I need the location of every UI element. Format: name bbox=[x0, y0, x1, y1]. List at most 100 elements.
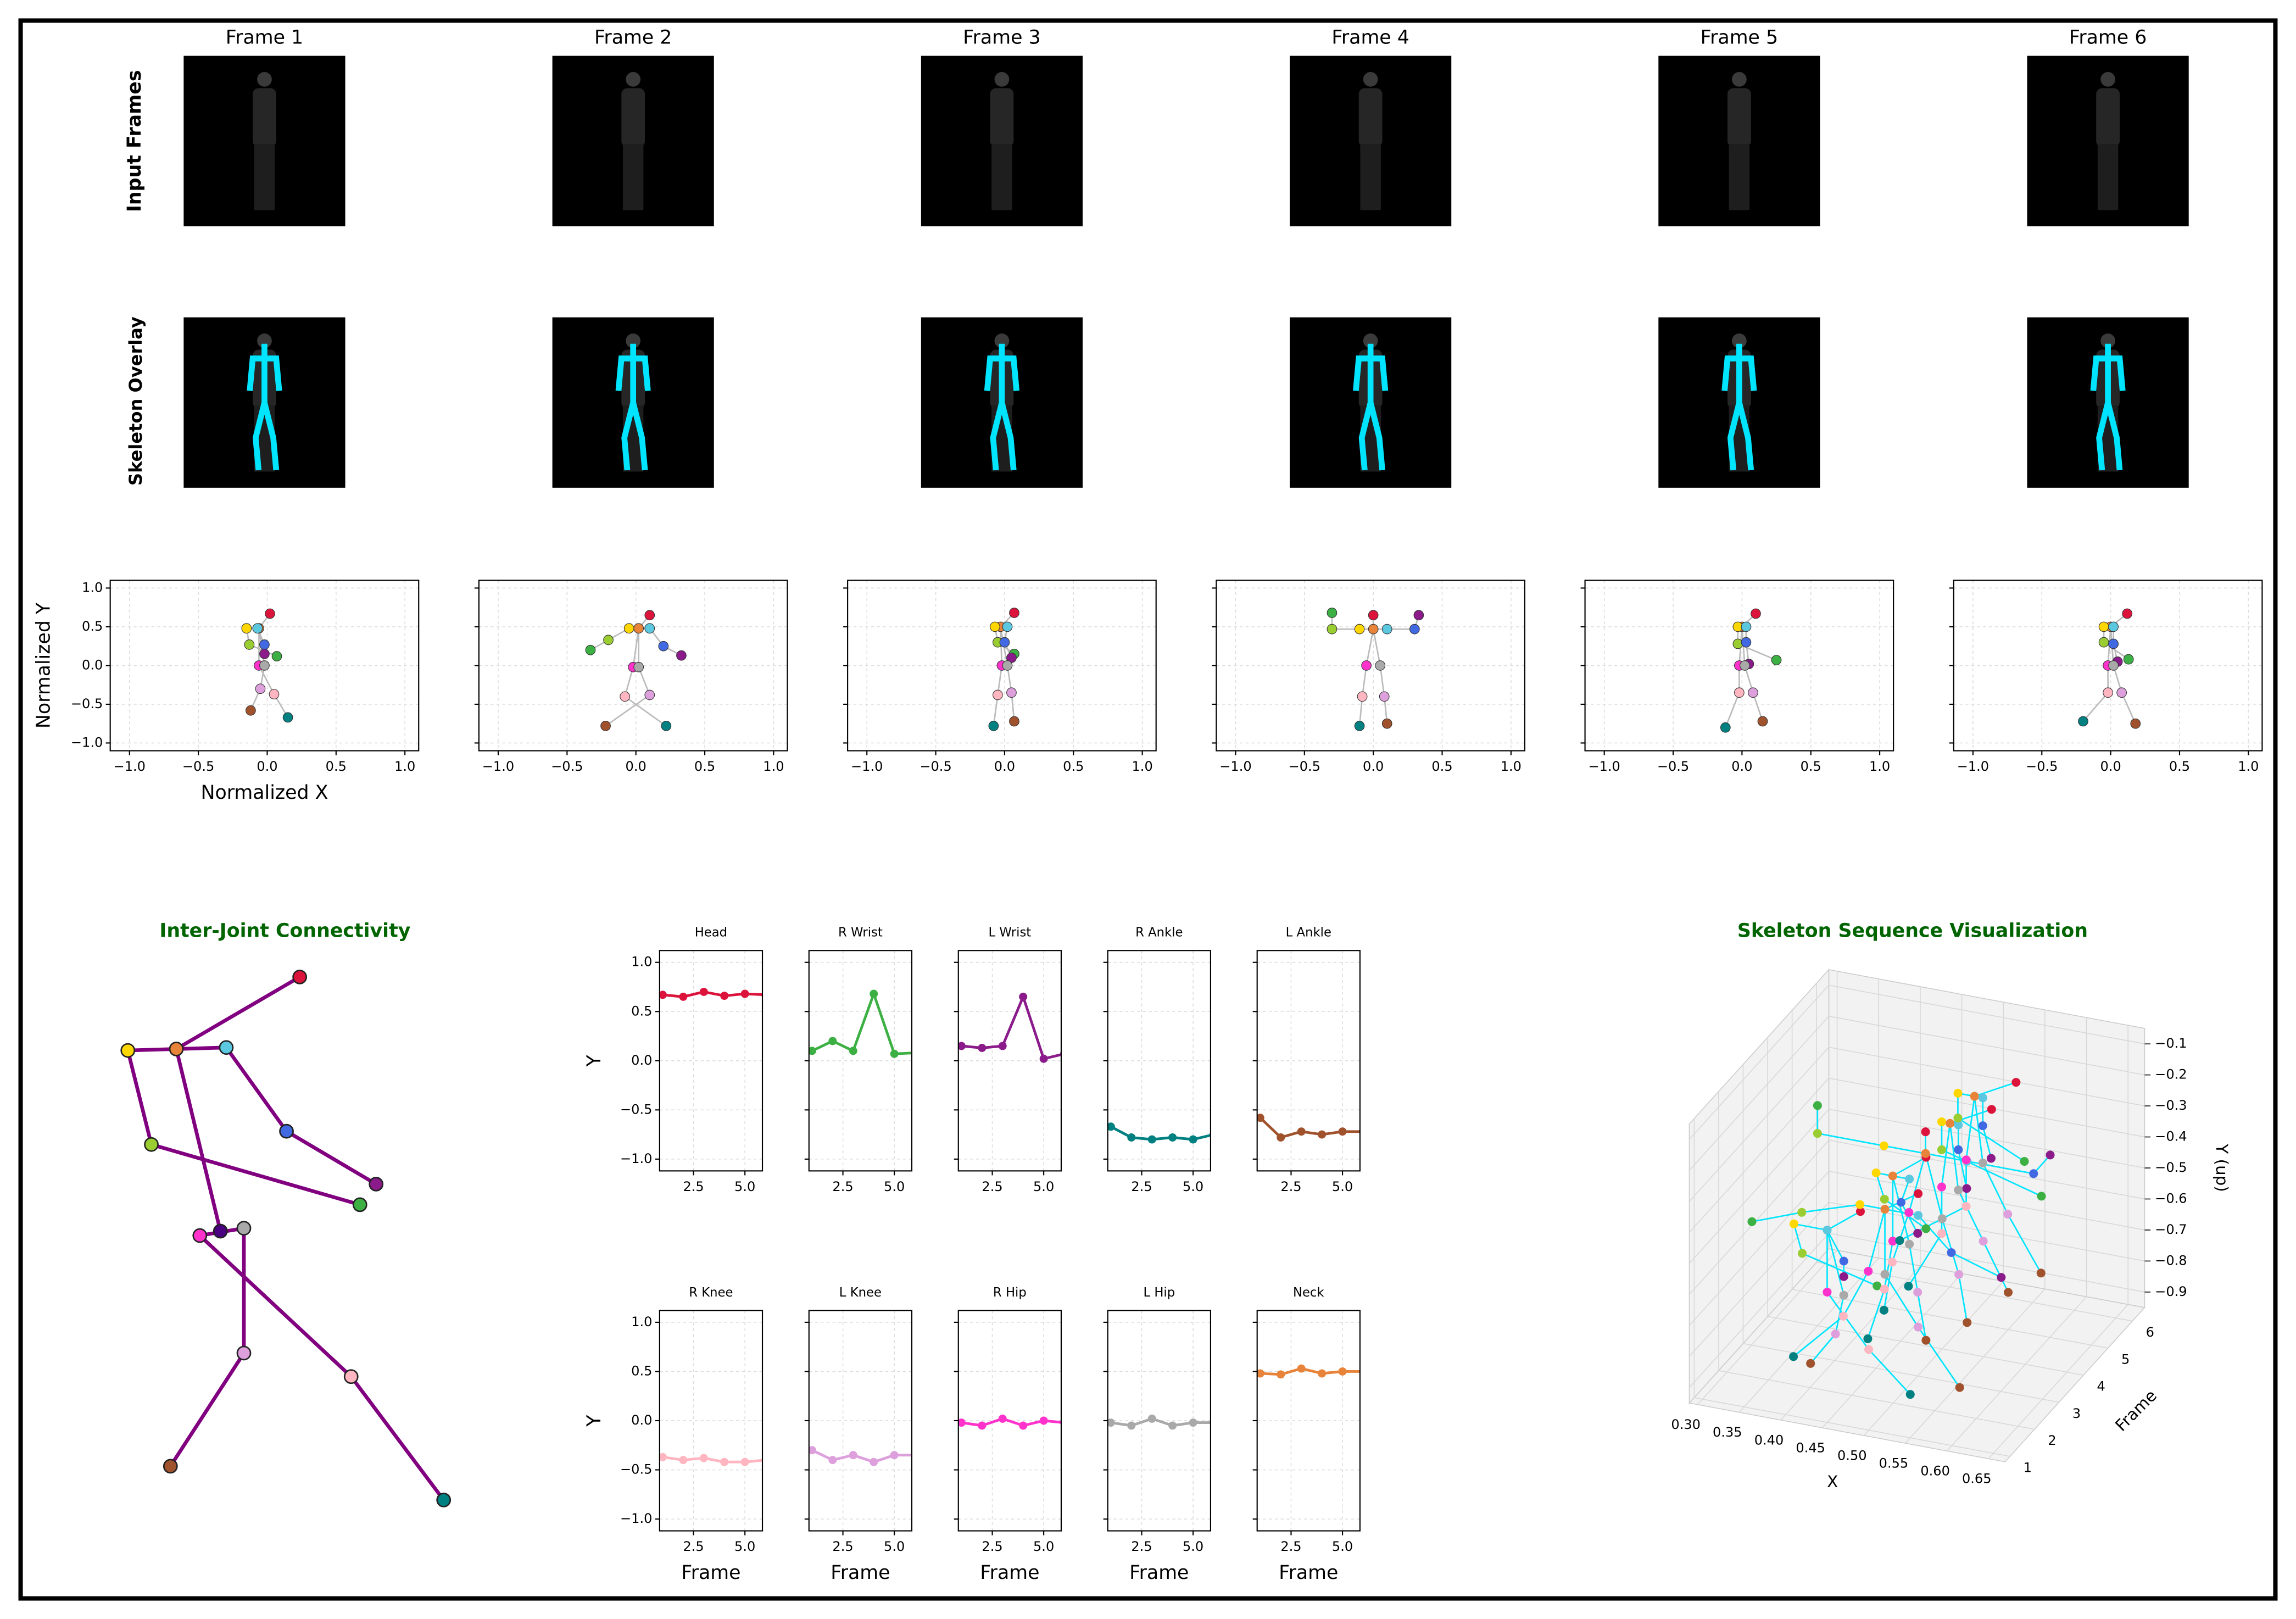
joint-point-3d bbox=[1789, 1219, 1798, 1228]
x-tick-label: 1.0 bbox=[1869, 759, 1890, 774]
y-axis-label: Y bbox=[583, 1054, 605, 1067]
joint-point bbox=[259, 648, 270, 659]
figure-silhouette bbox=[247, 333, 282, 472]
joint-point-3d bbox=[1913, 1288, 1922, 1297]
bone bbox=[1957, 1149, 1968, 1189]
joint-point bbox=[585, 644, 596, 655]
joint-point bbox=[2130, 718, 2141, 729]
series bbox=[1257, 1114, 1360, 1142]
bone bbox=[1361, 665, 1367, 697]
joint-point-3d bbox=[1914, 1211, 1923, 1220]
joint bbox=[120, 1043, 136, 1058]
joint-point bbox=[1002, 621, 1013, 632]
bone bbox=[1951, 1251, 2002, 1278]
x-tick-label: 0.5 bbox=[1801, 759, 1821, 774]
x-tick-label: 2.5 bbox=[1131, 1179, 1152, 1194]
series-point bbox=[958, 1042, 966, 1050]
series-point bbox=[978, 1044, 987, 1053]
joint-point-3d bbox=[1905, 1175, 1914, 1184]
x-axis-label: Normalized X bbox=[200, 782, 328, 804]
silhouette-legs bbox=[1729, 144, 1750, 210]
series-point bbox=[679, 992, 688, 1001]
joint-point-3d bbox=[1895, 1236, 1904, 1245]
joint-point-3d bbox=[1921, 1127, 1930, 1137]
joint-point bbox=[1327, 608, 1338, 618]
series-point bbox=[1039, 1054, 1048, 1063]
joint-point-3d bbox=[1954, 1186, 1963, 1195]
joint-point bbox=[271, 651, 282, 661]
y-tick-label: −0.5 bbox=[620, 1462, 652, 1477]
joint-point-3d bbox=[1831, 1329, 1840, 1339]
joint bbox=[163, 1459, 178, 1474]
overlay-skeleton bbox=[2090, 355, 2126, 391]
x-tick-label: 5.0 bbox=[1183, 1539, 1203, 1554]
joint bbox=[192, 1228, 208, 1243]
joint bbox=[219, 1040, 234, 1055]
series-point bbox=[1189, 1418, 1197, 1427]
bone bbox=[1916, 1292, 1927, 1340]
grid-line bbox=[1780, 1265, 1921, 1421]
series-point bbox=[659, 1453, 667, 1461]
joint-point-3d bbox=[1997, 1273, 2006, 1282]
series-point bbox=[720, 992, 729, 1000]
plot-area bbox=[809, 1310, 912, 1531]
x-tick-label: 1.0 bbox=[394, 759, 415, 774]
overlay-skeleton bbox=[2096, 343, 2111, 471]
series-point bbox=[809, 1446, 816, 1455]
y-tick-label: 1.0 bbox=[631, 954, 652, 970]
bone bbox=[624, 696, 667, 727]
figure-silhouette bbox=[990, 72, 1014, 210]
y-axis-label: Y (up) bbox=[2213, 1143, 2231, 1192]
series bbox=[1257, 1364, 1360, 1379]
joint-point bbox=[2116, 687, 2127, 698]
subplot-title: R Knee bbox=[689, 1286, 733, 1300]
plot-frame bbox=[1107, 950, 1211, 1172]
joint-point bbox=[620, 691, 631, 702]
series-point bbox=[1107, 1418, 1115, 1427]
joint-point bbox=[1357, 691, 1368, 702]
joint-point bbox=[1002, 660, 1013, 671]
joint-point-3d bbox=[1855, 1207, 1865, 1216]
grid-line bbox=[1829, 1201, 2145, 1262]
figure-silhouette bbox=[2090, 333, 2126, 472]
series-point bbox=[1297, 1127, 1306, 1136]
row-label: Input Frames bbox=[124, 70, 146, 212]
joint-point-3d bbox=[1823, 1226, 1832, 1235]
joint-point bbox=[2098, 621, 2109, 632]
x-tick-label: 5.0 bbox=[1332, 1179, 1353, 1194]
joint-point-3d bbox=[1921, 1336, 1931, 1345]
joint-point-3d bbox=[1978, 1093, 1987, 1103]
joint-point bbox=[1771, 655, 1782, 665]
joint bbox=[236, 1221, 252, 1236]
grid-line bbox=[1688, 1078, 1830, 1233]
x-axis-label: Frame bbox=[681, 1562, 740, 1584]
joint-point-3d bbox=[1864, 1266, 1873, 1276]
bone bbox=[1982, 1240, 2009, 1293]
silhouette-head bbox=[1363, 333, 1378, 348]
joint-point-3d bbox=[1954, 1270, 1964, 1279]
joint-point bbox=[1409, 624, 1420, 635]
joint-point bbox=[282, 712, 293, 723]
series-point bbox=[740, 989, 749, 998]
bone bbox=[1908, 1233, 1943, 1287]
y-tick-label: −0.7 bbox=[2155, 1222, 2187, 1237]
joint-point-3d bbox=[1888, 1171, 1897, 1181]
bone bbox=[1826, 1229, 1844, 1262]
x-tick-label: 1.0 bbox=[1501, 759, 1522, 774]
x-tick-label: 5.0 bbox=[1033, 1539, 1054, 1554]
grid-line bbox=[1688, 1233, 1830, 1388]
grid-line bbox=[1688, 984, 1830, 1140]
bone bbox=[1974, 1096, 1984, 1164]
y-tick-label: −0.5 bbox=[71, 696, 103, 711]
bone bbox=[1868, 1349, 1911, 1395]
joint-point-3d bbox=[1879, 1141, 1888, 1150]
series-point bbox=[1019, 992, 1028, 1001]
plot-frame bbox=[847, 580, 1157, 752]
joint-point bbox=[658, 641, 669, 652]
joint-point-3d bbox=[1961, 1201, 1971, 1211]
x-tick-label: 0.60 bbox=[1920, 1464, 1950, 1479]
grid-line bbox=[1829, 1047, 2145, 1106]
bone bbox=[1372, 628, 1381, 666]
silhouette-body bbox=[621, 88, 645, 147]
series-point bbox=[958, 1418, 966, 1427]
